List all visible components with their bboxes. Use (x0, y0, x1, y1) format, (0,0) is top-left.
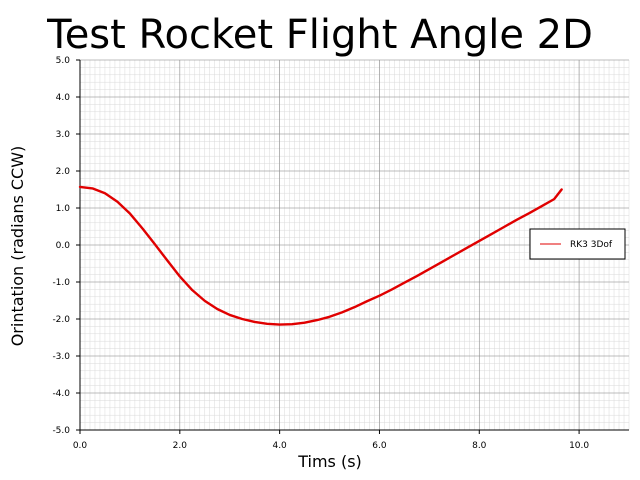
series-layer (78, 185, 563, 326)
x-tick-label: 2.0 (173, 441, 188, 451)
x-tick-label: 4.0 (272, 441, 287, 451)
y-tick-label: 4.0 (56, 93, 71, 103)
y-tick-label: 0.0 (56, 241, 71, 251)
y-tick-label: -3.0 (52, 352, 70, 362)
y-tick-label: 2.0 (56, 167, 71, 177)
series-line (78, 185, 563, 326)
y-tick-label: -1.0 (52, 278, 70, 288)
y-tick-label: 1.0 (56, 204, 71, 214)
y-axis-label: Orintation (radians CCW) (8, 146, 27, 347)
tick-labels: 0.0 2.0 4.0 6.0 8.0 10.0 5.0 4.0 3.0 2.0 1.0 0.0 -1.… (52, 56, 589, 451)
y-tick-label: 5.0 (56, 56, 71, 66)
y-tick-label: -2.0 (52, 315, 70, 325)
x-axis-label: Tims (s) (297, 452, 362, 471)
legend: RK3 3Dof (529, 228, 626, 260)
x-tick-label: 0.0 (73, 441, 88, 451)
x-tick-label: 6.0 (372, 441, 387, 451)
y-tick-label: -4.0 (52, 389, 70, 399)
y-tick-label: -5.0 (52, 426, 70, 436)
x-tick-label: 10.0 (569, 441, 589, 451)
chart-title: Test Rocket Flight Angle 2D (46, 12, 593, 58)
legend-label: RK3 3Dof (570, 240, 613, 250)
y-tick-label: 3.0 (56, 130, 71, 140)
x-tick-label: 8.0 (472, 441, 487, 451)
